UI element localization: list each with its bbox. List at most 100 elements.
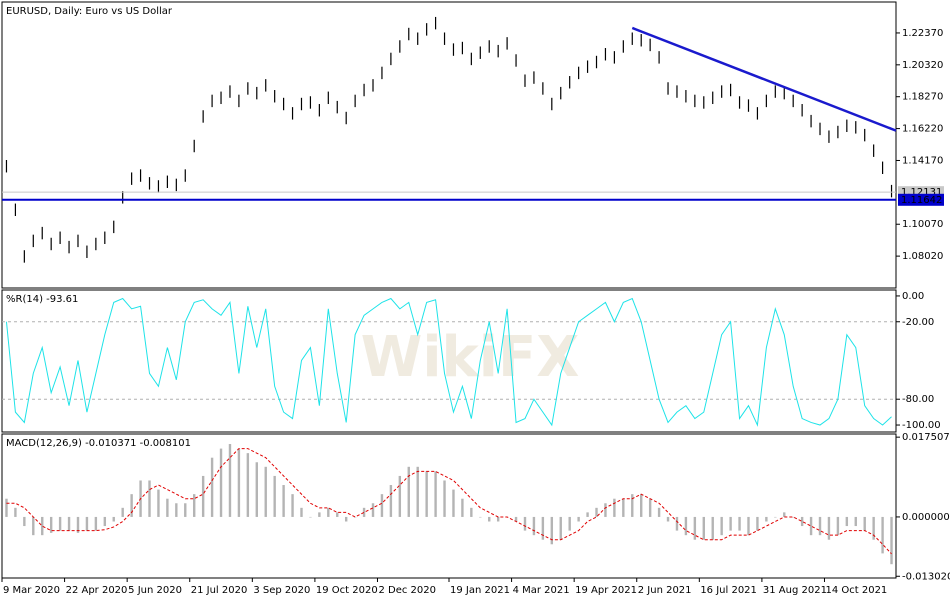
price-level-label: 1.11642: [901, 195, 942, 206]
macd-bar: [541, 516, 545, 540]
y-tick-label: -100.00: [902, 420, 941, 431]
panel-frame: [1, 433, 897, 579]
panel-title: MACD(12,26,9) -0.010371 -0.008101: [6, 438, 191, 449]
panel-frame: [1, 289, 897, 433]
macd-bar: [845, 516, 849, 527]
x-tick-label: 2 Dec 2020: [378, 585, 436, 596]
y-tick-label: -0.013020: [902, 571, 950, 582]
macd-bar: [380, 494, 384, 517]
macd-bar: [577, 516, 580, 522]
watermark: WikiFX: [361, 325, 580, 390]
macd-bar: [488, 516, 491, 522]
macd-bar: [586, 512, 589, 517]
panel-title: EURUSD, Daily: Euro vs US Dollar: [6, 6, 173, 17]
macd-bar: [747, 516, 750, 536]
x-tick-label: 21 Jul 2020: [191, 585, 248, 596]
macd-bar: [523, 516, 527, 531]
panel-frame: [1, 1, 897, 289]
macd-bar: [228, 444, 232, 517]
macd-bar: [890, 516, 893, 565]
macd-bar: [309, 516, 312, 518]
x-tick-label: 19 Jan 2021: [450, 585, 510, 596]
macd-bar: [622, 498, 625, 517]
x-tick-label: 16 Jul 2021: [700, 585, 757, 596]
macd-bar: [327, 507, 330, 517]
macd-bar: [532, 516, 536, 536]
macd-bar: [568, 516, 571, 531]
macd-bar: [14, 507, 17, 517]
x-tick-label: 31 Aug 2021: [763, 585, 827, 596]
macd-bar: [791, 516, 795, 518]
y-tick-label: 0.00: [902, 291, 924, 302]
x-tick-label: 19 Oct 2020: [316, 585, 378, 596]
wpr-line: [5, 297, 892, 427]
macd-bar: [389, 485, 393, 517]
macd-bar: [496, 516, 500, 522]
x-tick-label: 2 Jun 2021: [638, 585, 692, 596]
macd-bar: [193, 494, 196, 517]
macd-bar: [336, 512, 339, 517]
macd-bar: [58, 516, 62, 531]
macd-bar: [863, 516, 866, 531]
macd-bar: [443, 480, 446, 517]
macd-bar: [23, 516, 26, 527]
macd-bar: [353, 516, 357, 518]
macd-bar: [479, 516, 482, 518]
macd-bar: [76, 516, 80, 533]
macd-bar: [657, 507, 661, 517]
macd-bar: [559, 516, 562, 540]
macd-bar: [693, 516, 697, 540]
macd-bar: [774, 516, 777, 518]
macd-bar: [273, 475, 276, 517]
macd-bar: [300, 507, 303, 517]
signal-line: [6, 448, 892, 555]
y-tick-label: 1.10070: [902, 219, 943, 230]
macd-bar: [344, 516, 348, 522]
macd-bar: [550, 516, 554, 545]
macd-bar: [130, 494, 133, 517]
macd-bar: [32, 516, 35, 536]
trendline: [631, 26, 897, 132]
macd-bar: [85, 516, 89, 531]
macd-bar: [470, 507, 473, 517]
macd-bar: [720, 516, 723, 536]
macd-bar: [738, 516, 741, 531]
macd-bar: [783, 512, 786, 517]
macd-bar: [318, 512, 321, 517]
y-tick-label: 0.000000: [902, 512, 950, 523]
macd-bar: [452, 489, 455, 517]
price-level-box: [898, 193, 944, 206]
macd-bar: [514, 516, 518, 522]
x-tick-label: 4 Mar 2021: [513, 585, 570, 596]
y-tick-label: 1.18270: [902, 92, 943, 103]
macd-bar: [398, 475, 402, 517]
macd-bar: [836, 516, 840, 536]
macd-bar: [604, 503, 607, 517]
macd-bar: [49, 516, 53, 533]
macd-bar: [362, 507, 366, 517]
macd-bar: [94, 516, 98, 531]
macd-bar: [613, 498, 616, 517]
y-tick-label: 1.16220: [902, 124, 943, 135]
macd-bar: [765, 516, 768, 522]
macd-bar: [282, 485, 285, 517]
macd-bar: [175, 503, 178, 517]
macd-bar: [255, 462, 258, 517]
macd-bar: [264, 466, 267, 517]
macd-bar: [854, 516, 857, 527]
macd-bar: [237, 448, 241, 517]
macd-bar: [809, 516, 813, 536]
macd-bar: [702, 516, 705, 540]
macd-bar: [166, 498, 169, 517]
macd-bar: [246, 453, 250, 517]
macd-bar: [291, 494, 294, 517]
macd-bar: [631, 494, 634, 517]
x-tick-label: 14 Oct 2021: [825, 585, 887, 596]
macd-bar: [881, 516, 884, 554]
macd-bar: [184, 503, 187, 517]
macd-bar: [210, 457, 214, 517]
panel-title: %R(14) -93.61: [6, 294, 78, 305]
macd-bar: [112, 516, 115, 522]
macd-bar: [121, 507, 124, 517]
